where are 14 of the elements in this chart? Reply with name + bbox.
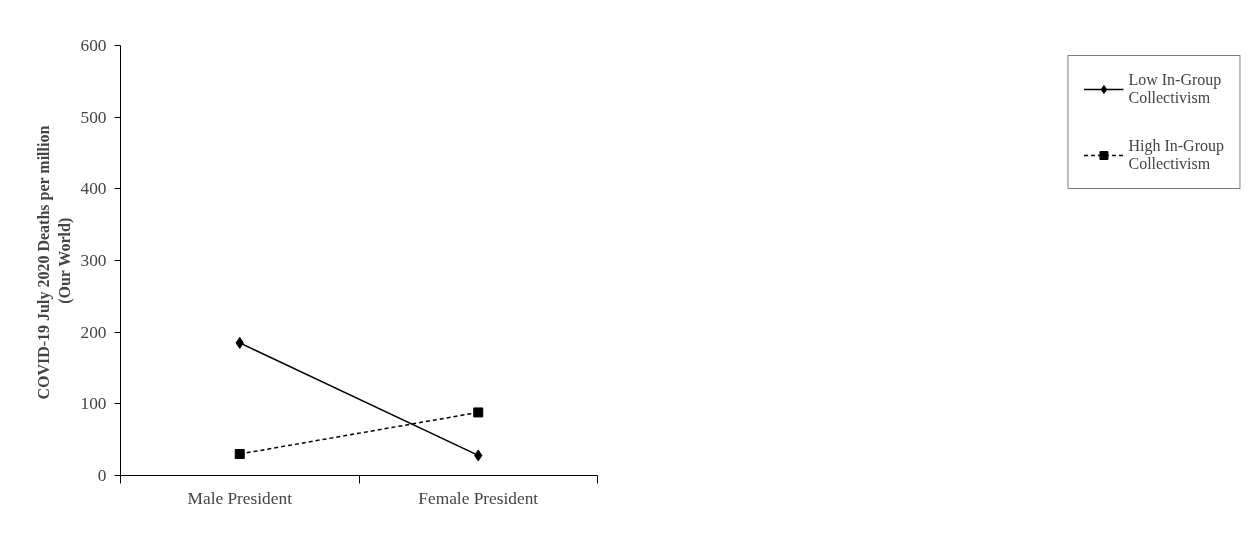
y-tick-label: 600 xyxy=(80,36,107,55)
x-tick-label: Female President xyxy=(418,488,539,508)
y-tick-label: 100 xyxy=(80,394,107,414)
point xyxy=(234,449,245,459)
y-axis-title: COVID-19 July 2020 Deaths per million (Our World) xyxy=(35,125,74,400)
y-tick-label: 500 xyxy=(80,107,107,127)
point xyxy=(473,407,484,418)
legend-label: Low In-Group Collectivism xyxy=(1128,71,1222,107)
y-tick-label: 400 xyxy=(80,179,107,199)
x-tick-label: Male President xyxy=(187,488,293,508)
y-tick-label: 300 xyxy=(80,251,107,270)
legend-label: High In-Group Collectivism xyxy=(1128,137,1224,173)
y-tick-label: 0 xyxy=(97,466,107,485)
y-tick-label: 200 xyxy=(80,322,107,342)
